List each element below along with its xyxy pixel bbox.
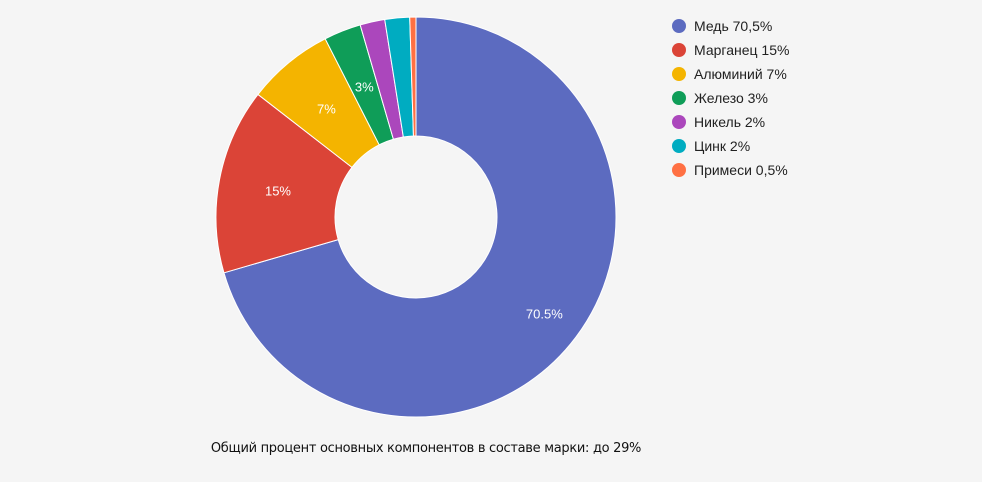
slice-7[interactable]: [409, 16, 417, 137]
slice-label: 7%: [317, 102, 336, 117]
legend-item[interactable]: Марганец 15%: [672, 38, 789, 62]
chart-caption: Общий процент основных компонентов в сос…: [210, 441, 642, 456]
legend-label: Медь 70,5%: [694, 18, 773, 34]
legend-label: Марганец 15%: [694, 42, 790, 58]
legend: Медь 70,5% Марганец 15% Алюминий 7% Железо …: [672, 14, 789, 182]
legend-marker: [672, 115, 686, 129]
slice-label: 15%: [265, 184, 291, 199]
legend-marker: [672, 19, 686, 33]
legend-marker: [672, 43, 686, 57]
legend-label: Цинк 2%: [694, 138, 751, 154]
legend-item[interactable]: Медь 70,5%: [672, 14, 789, 38]
slice-label: 3%: [355, 79, 374, 94]
legend-item[interactable]: Цинк 2%: [672, 134, 789, 158]
legend-marker: [672, 67, 686, 81]
legend-marker: [672, 139, 686, 153]
legend-item[interactable]: Никель 2%: [672, 110, 789, 134]
legend-label: Примеси 0,5%: [694, 162, 788, 178]
slice-2[interactable]: [215, 93, 353, 274]
legend-label: Железо 3%: [694, 90, 768, 106]
legend-label: Никель 2%: [694, 114, 766, 130]
legend-label: Алюминий 7%: [694, 66, 787, 82]
slice-1[interactable]: [223, 16, 617, 418]
legend-item[interactable]: Железо 3%: [672, 86, 789, 110]
legend-item[interactable]: Примеси 0,5%: [672, 158, 789, 182]
legend-item[interactable]: Алюминий 7%: [672, 62, 789, 86]
slice-label: 70.5%: [526, 306, 563, 321]
legend-marker: [672, 91, 686, 105]
legend-marker: [672, 163, 686, 177]
